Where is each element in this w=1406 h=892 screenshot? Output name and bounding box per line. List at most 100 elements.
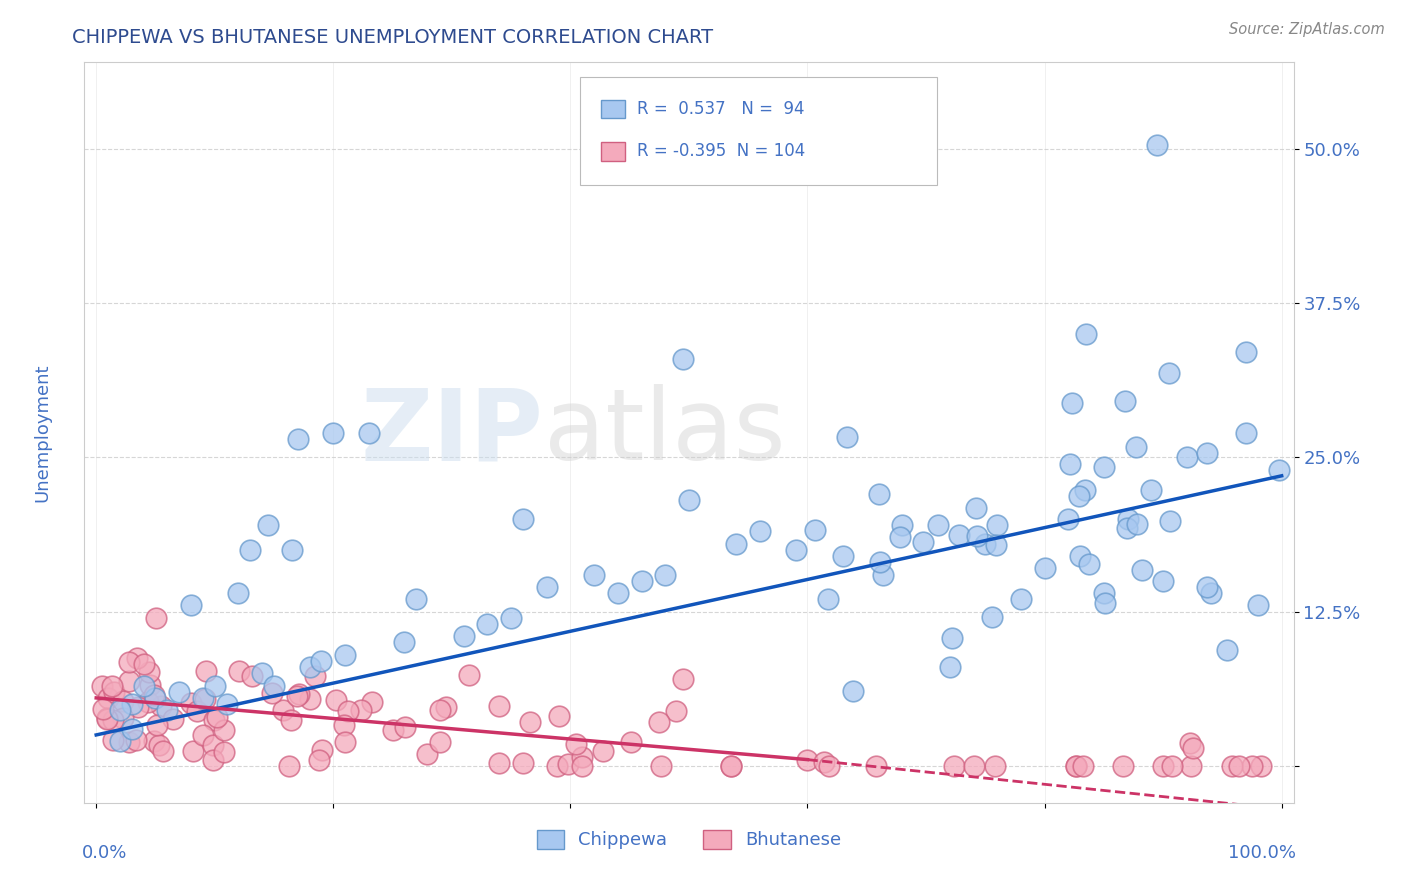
Point [865,758,887,772]
Point [1152,574,1174,588]
Point [974,536,997,550]
Point [322,425,344,440]
Point [872,568,894,582]
Text: R =  0.537   N =  94: R = 0.537 N = 94 [637,100,804,118]
Point [215,697,238,711]
Point [145,610,167,624]
Point [202,753,225,767]
Point [277,758,299,772]
Point [434,700,457,714]
Point [911,534,934,549]
Bar [600,100,624,119]
Point [1057,512,1080,526]
Point [180,696,202,710]
Text: CHIPPEWA VS BHUTANESE UNEMPLOYMENT CORRELATION CHART: CHIPPEWA VS BHUTANESE UNEMPLOYMENT CORRE… [72,28,713,47]
Text: Source: ZipAtlas.com: Source: ZipAtlas.com [1229,22,1385,37]
Point [1112,758,1135,772]
Point [1181,740,1204,755]
Point [665,704,688,718]
Point [1216,642,1239,657]
Point [103,685,125,699]
Point [240,669,263,683]
Point [986,518,1008,533]
Point [361,695,384,709]
Point [941,632,963,646]
Point [1064,758,1087,772]
Point [1199,586,1222,600]
Point [672,673,695,687]
Point [818,758,841,772]
Point [271,703,294,717]
Point [250,666,273,681]
Point [832,549,855,563]
Point [138,695,160,709]
Point [311,743,333,757]
Point [1060,396,1083,410]
Point [204,679,226,693]
Point [194,664,217,678]
Point [1220,758,1243,772]
Text: ZIP: ZIP [361,384,544,481]
Point [257,518,280,533]
Point [357,425,380,440]
Point [1180,758,1202,772]
Point [101,733,124,747]
Point [546,758,568,772]
Point [1074,483,1097,497]
Point [1161,758,1184,772]
Point [1146,138,1168,153]
Point [1069,549,1091,563]
Point [127,699,149,714]
Point [606,586,628,600]
Point [785,542,807,557]
Point [583,567,606,582]
Point [127,651,149,665]
Point [288,687,311,701]
Point [132,679,155,693]
Point [938,660,960,674]
Point [139,678,162,692]
Point [350,703,373,717]
Point [986,538,1008,552]
Point [194,692,217,706]
Point [1126,517,1149,532]
Point [281,542,304,557]
Point [557,756,579,771]
Point [287,689,309,703]
Point [191,728,214,742]
Point [181,744,204,758]
Point [869,555,891,569]
Point [1114,393,1136,408]
Legend: Chippewa, Bhutanese: Chippewa, Bhutanese [530,823,848,856]
Point [149,699,172,714]
Point [983,758,1005,772]
Point [429,703,451,717]
Point [835,430,858,444]
Point [1116,521,1139,535]
Point [1180,736,1202,750]
Bar [600,142,624,161]
Point [167,685,190,699]
Point [477,616,499,631]
Point [571,758,593,772]
Point [118,674,141,689]
Point [654,567,676,582]
Point [311,654,333,668]
Point [1175,450,1198,465]
Point [405,592,427,607]
Point [488,756,510,770]
Point [239,542,262,557]
Point [672,351,695,366]
Point [108,703,131,717]
Point [1157,366,1180,380]
Point [647,714,669,729]
Point [101,713,124,727]
Point [512,756,534,771]
Point [201,739,224,753]
Point [720,758,742,772]
Point [1234,425,1257,440]
Point [336,704,359,718]
Text: 0.0%: 0.0% [82,844,128,862]
Point [650,758,672,772]
Point [453,629,475,643]
